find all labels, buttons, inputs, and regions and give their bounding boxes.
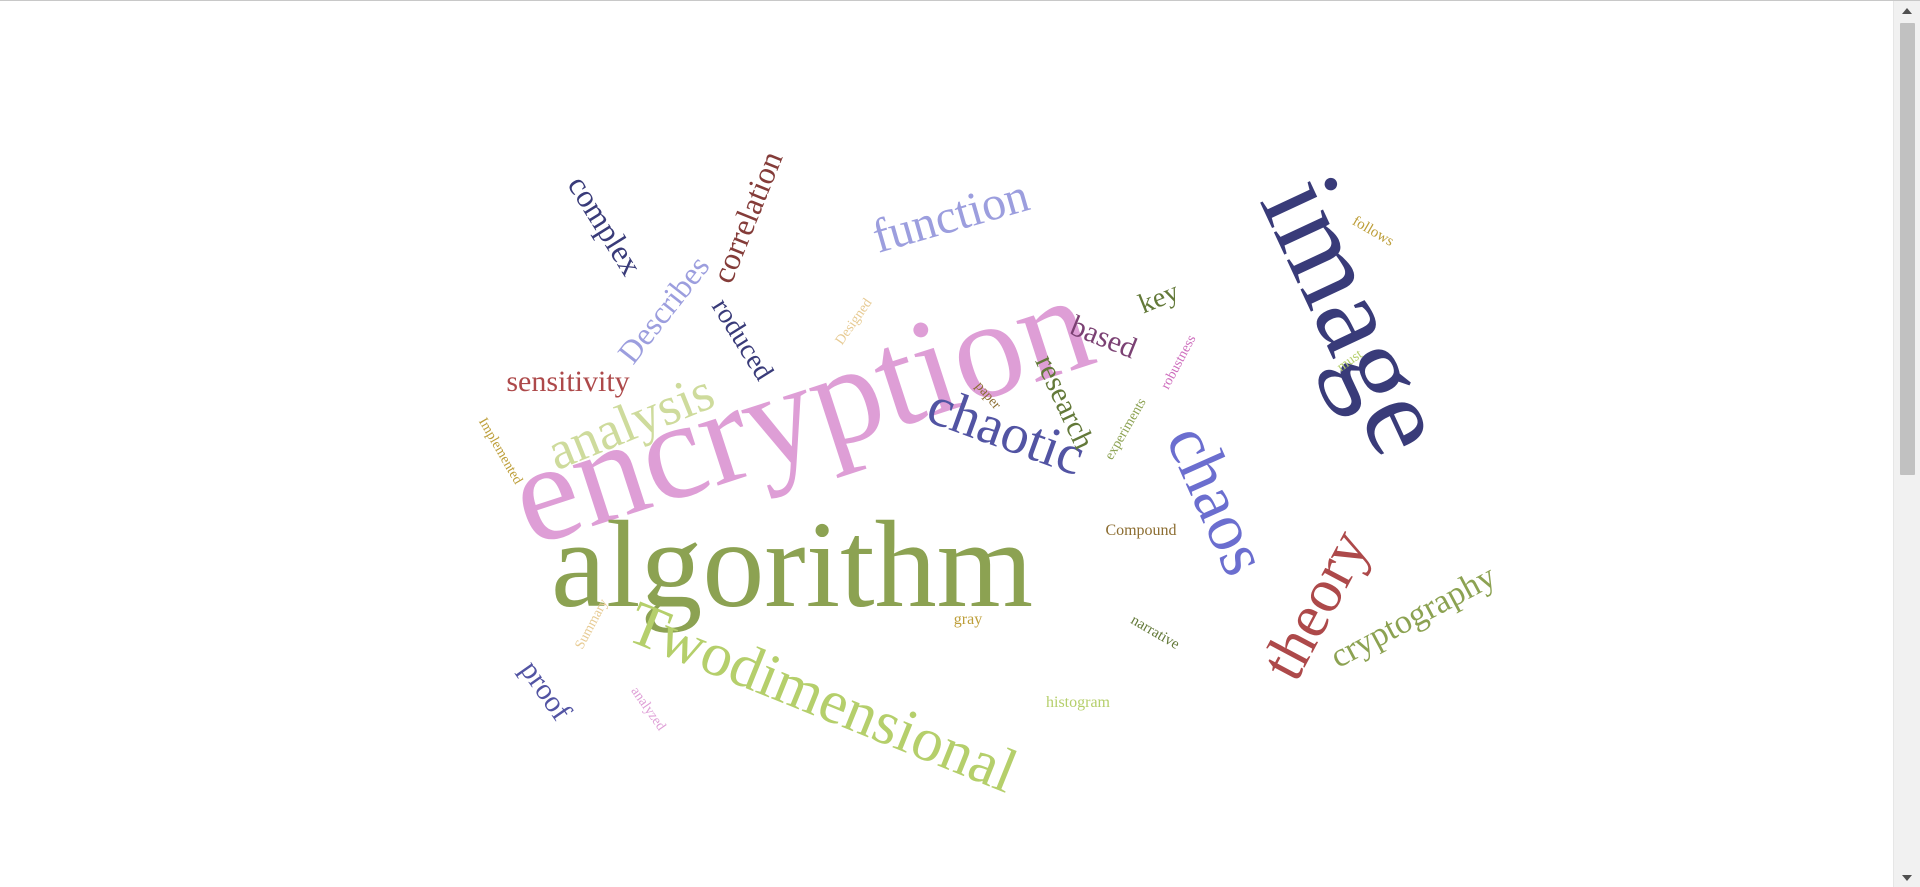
word-experiments: experiments [1102,396,1149,463]
word-gray: gray [954,611,982,628]
word-analyzed: analyzed [627,684,668,733]
word-correlation: correlation [704,146,789,288]
scroll-down-button[interactable] [1894,868,1920,887]
word-complex: complex [561,169,650,282]
word-key: key [1134,276,1183,320]
arrow-up-icon [1902,8,1912,14]
arrow-down-icon [1902,875,1912,881]
word-proof: proof [514,654,578,726]
scroll-thumb[interactable] [1900,23,1915,475]
word-compound: Compound [1105,522,1176,539]
word-image: image [1236,156,1477,473]
word-chaos: chaos [1152,413,1284,585]
scroll-up-button[interactable] [1894,1,1920,21]
word-algorithm: algorithm [551,496,1033,633]
word-robustness: robustness [1158,333,1199,392]
word-narrative: narrative [1128,612,1182,653]
word-function: function [867,169,1035,264]
vertical-scrollbar[interactable] [1893,1,1920,887]
word-sensitivity: sensitivity [506,365,629,398]
word-histogram: histogram [1046,694,1111,711]
